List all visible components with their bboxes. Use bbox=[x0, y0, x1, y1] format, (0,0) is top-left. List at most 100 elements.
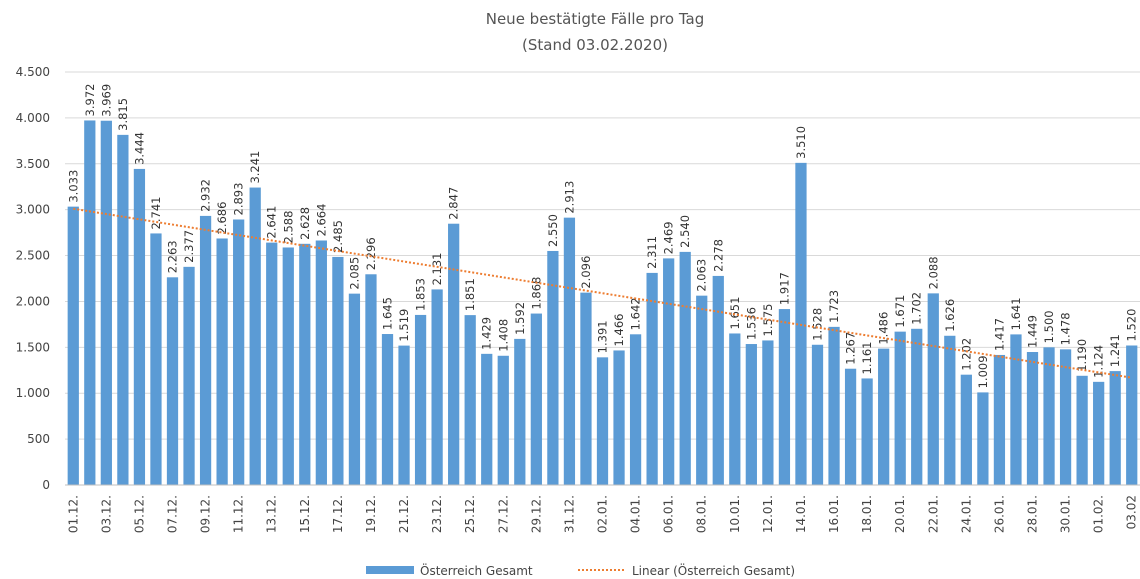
x-tick-label: 15.12. bbox=[298, 495, 312, 533]
bar bbox=[514, 338, 526, 485]
x-tick-label: 29.12. bbox=[529, 495, 543, 533]
x-tick-label: 09.12. bbox=[199, 495, 213, 533]
bar bbox=[67, 206, 79, 485]
data-label: 2.096 bbox=[579, 256, 593, 289]
x-tick-label: 27.12. bbox=[496, 495, 510, 533]
bar bbox=[745, 344, 757, 485]
bar bbox=[927, 293, 939, 485]
x-tick-label: 25.12. bbox=[463, 495, 477, 533]
data-label: 1.853 bbox=[414, 278, 428, 311]
bar bbox=[596, 357, 609, 485]
y-tick-label: 1.500 bbox=[16, 340, 50, 354]
bar bbox=[1059, 349, 1072, 485]
bar bbox=[1126, 345, 1138, 485]
data-label: 2.847 bbox=[447, 187, 461, 220]
data-label: 1.868 bbox=[529, 277, 543, 310]
x-tick-label: 28.01. bbox=[1026, 495, 1040, 533]
bar bbox=[199, 215, 212, 485]
data-label: 2.913 bbox=[562, 181, 576, 214]
x-tick-label: 19.12. bbox=[364, 495, 378, 533]
data-label: 1.520 bbox=[1125, 309, 1139, 342]
data-label: 1.575 bbox=[761, 304, 775, 337]
data-label: 2.628 bbox=[298, 207, 312, 240]
data-label: 2.085 bbox=[347, 257, 361, 290]
y-tick-label: 2.000 bbox=[16, 294, 50, 308]
bar bbox=[133, 168, 146, 485]
bar bbox=[844, 368, 857, 485]
bar bbox=[547, 250, 559, 485]
data-label: 1.592 bbox=[513, 302, 527, 335]
data-label: 1.851 bbox=[463, 278, 477, 311]
data-label: 1.190 bbox=[1075, 339, 1089, 372]
bar bbox=[398, 345, 410, 485]
x-tick-label: 13.12. bbox=[265, 495, 279, 533]
x-tick-label: 10.01. bbox=[728, 495, 742, 533]
bar bbox=[332, 256, 344, 485]
x-tick-label: 16.01. bbox=[827, 495, 841, 533]
x-tick-label: 05.12. bbox=[132, 495, 146, 533]
x-tick-label: 18.01. bbox=[860, 495, 874, 533]
data-label: 2.485 bbox=[331, 220, 345, 253]
x-tick-label: 06.01. bbox=[662, 495, 676, 533]
x-tick-label: 01.02. bbox=[1092, 495, 1106, 533]
y-tick-label: 4.000 bbox=[16, 111, 50, 125]
x-tick-label: 08.01. bbox=[695, 495, 709, 533]
bar bbox=[878, 348, 890, 485]
y-tick-label: 2.500 bbox=[16, 249, 50, 263]
legend-swatch bbox=[366, 566, 414, 574]
x-tick-label: 17.12. bbox=[331, 495, 345, 533]
x-tick-label: 20.01. bbox=[893, 495, 907, 533]
bar bbox=[894, 331, 906, 485]
legend-label: Linear (Österreich Gesamt) bbox=[632, 562, 795, 578]
bar bbox=[100, 120, 112, 485]
bar bbox=[381, 334, 394, 485]
data-label: 1.651 bbox=[728, 297, 742, 330]
data-label: 2.664 bbox=[314, 204, 328, 237]
bar bbox=[266, 242, 278, 485]
bar bbox=[348, 293, 361, 485]
bar bbox=[1076, 375, 1088, 485]
data-label: 3.969 bbox=[99, 84, 113, 117]
data-label: 2.540 bbox=[678, 215, 692, 248]
data-label: 3.241 bbox=[248, 151, 262, 184]
data-label: 1.009 bbox=[976, 355, 990, 388]
y-tick-label: 0 bbox=[42, 478, 50, 492]
x-tick-label: 30.01. bbox=[1059, 495, 1073, 533]
bar bbox=[1026, 352, 1039, 485]
bar bbox=[431, 289, 443, 485]
bar bbox=[911, 328, 923, 485]
y-tick-label: 3.000 bbox=[16, 203, 50, 217]
data-label: 2.550 bbox=[546, 214, 560, 247]
trend-line bbox=[73, 207, 1132, 379]
data-label: 1.536 bbox=[744, 307, 758, 340]
data-label: 2.588 bbox=[281, 211, 295, 244]
data-label: 2.377 bbox=[182, 230, 196, 263]
bar bbox=[530, 313, 542, 485]
bar bbox=[679, 251, 691, 485]
legend-label: Österreich Gesamt bbox=[420, 562, 533, 578]
y-tick-label: 3.500 bbox=[16, 157, 50, 171]
data-label: 3.033 bbox=[66, 170, 80, 203]
bar bbox=[233, 219, 245, 486]
bar bbox=[696, 295, 708, 485]
data-label: 2.893 bbox=[232, 183, 246, 216]
bar bbox=[563, 217, 576, 485]
bar bbox=[1043, 347, 1055, 485]
bar bbox=[216, 238, 228, 485]
chart-subtitle: (Stand 03.02.2020) bbox=[522, 36, 668, 54]
x-tick-label: 03.02 bbox=[1125, 495, 1139, 529]
x-tick-label: 22.01. bbox=[926, 495, 940, 533]
data-label: 1.486 bbox=[877, 312, 891, 345]
bar bbox=[778, 309, 791, 485]
data-label: 1.391 bbox=[596, 320, 610, 353]
data-label: 2.088 bbox=[926, 256, 940, 289]
x-tick-label: 03.12. bbox=[99, 495, 113, 533]
x-tick-label: 24.01. bbox=[959, 495, 973, 533]
data-label: 1.202 bbox=[959, 338, 973, 371]
bar bbox=[150, 233, 162, 485]
bar bbox=[183, 266, 195, 485]
y-tick-label: 1.000 bbox=[16, 386, 50, 400]
bar bbox=[448, 223, 460, 485]
bar bbox=[249, 187, 261, 485]
